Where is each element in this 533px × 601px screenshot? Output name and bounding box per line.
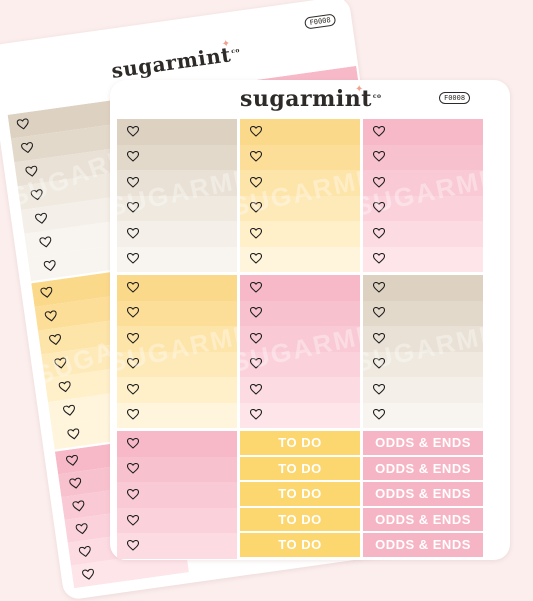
heart-outline-icon (53, 357, 67, 370)
heart-outline-icon (16, 118, 29, 131)
heart-outline-icon (127, 176, 139, 188)
heart-outline-icon (127, 125, 139, 137)
heart-outline-icon (373, 307, 385, 318)
heart-outline-icon (65, 454, 79, 467)
heart-outline-icon (250, 383, 262, 395)
heart-outline-icon (34, 212, 47, 225)
label-strip: ODDS & ENDS (363, 431, 483, 457)
heart-outline-icon (127, 437, 139, 449)
front-beige-block-1: SUGARMINT (116, 118, 238, 273)
heart-outline-icon (127, 383, 139, 395)
heart-outline-icon (39, 236, 52, 249)
heart-outline-icon (127, 358, 139, 369)
heart-outline-icon (72, 499, 85, 513)
front-sticker-sheet: sugarmintco ✦ F0008 SUGARMINT SUGARMINT … (110, 80, 510, 560)
heart-outline-icon (373, 227, 385, 239)
label-strip: ODDS & ENDS (363, 482, 483, 508)
heart-outline-icon (127, 409, 139, 420)
back-yellow-block: SUGARMINT (30, 265, 171, 451)
heart-outline-icon (127, 253, 139, 264)
heart-outline-icon (40, 286, 53, 299)
heart-outline-icon (127, 514, 139, 526)
label-strip: TO DO (240, 431, 360, 457)
front-pink-block-2: SUGARMINT (239, 274, 361, 429)
back-brand-suffix: co (230, 47, 241, 56)
label-strip: ODDS & ENDS (363, 507, 483, 534)
back-brand-name: sugarmint (109, 42, 233, 83)
front-yellow-block-1: SUGARMINT (239, 118, 361, 273)
heart-outline-icon (373, 151, 385, 162)
heart-outline-icon (250, 202, 262, 213)
front-yellow-block-2: SUGARMINT (116, 274, 238, 429)
front-brand-name: sugarmint (240, 86, 372, 112)
heart-outline-icon (373, 332, 385, 344)
heart-outline-icon (250, 151, 262, 162)
heart-outline-icon (373, 358, 385, 369)
front-odds-ends-block: ODDS & ENDS ODDS & ENDS ODDS & ENDS ODDS & … (362, 430, 484, 560)
label-strip: ODDS & ENDS (363, 456, 483, 483)
label-strip: TO DO (240, 533, 360, 559)
label-strip: TO DO (240, 456, 360, 483)
heart-outline-icon (127, 151, 139, 162)
label-strip: TO DO (240, 507, 360, 534)
heart-outline-icon (30, 189, 43, 202)
back-product-code: F0008 (303, 13, 337, 30)
heart-outline-icon (127, 332, 139, 344)
front-product-code: F0008 (439, 92, 471, 104)
heart-outline-icon (43, 260, 56, 273)
back-sticker-sheet: sugarmintco ✦ F0008 SUGARMINT SUGARMINT (0, 0, 427, 601)
heart-outline-icon (81, 568, 95, 581)
label-strip: ODDS & ENDS (363, 533, 483, 559)
heart-outline-icon (127, 227, 139, 239)
heart-outline-icon (49, 333, 62, 347)
heart-outline-icon (250, 281, 262, 293)
heart-outline-icon (127, 281, 139, 293)
heart-outline-icon (373, 202, 385, 213)
back-star-icon: ✦ (221, 38, 231, 51)
front-pink-block-3 (116, 430, 238, 560)
heart-outline-icon (250, 409, 262, 420)
heart-outline-icon (250, 253, 262, 264)
heart-outline-icon (67, 428, 80, 441)
heart-outline-icon (250, 176, 262, 188)
heart-outline-icon (373, 253, 385, 264)
heart-outline-icon (373, 281, 385, 293)
heart-outline-icon (69, 477, 82, 490)
heart-outline-icon (373, 409, 385, 420)
back-beige-block: SUGARMINT (6, 97, 147, 283)
heart-outline-icon (78, 545, 91, 558)
front-star-icon: ✦ (355, 84, 364, 95)
heart-outline-icon (127, 202, 139, 213)
front-brand-logo: sugarmintco (240, 86, 382, 112)
heart-outline-icon (75, 522, 88, 535)
heart-outline-icon (44, 310, 58, 323)
label-strip: TO DO (240, 482, 360, 508)
front-todo-block: TO DO TO DO TO DO TO DO TO DO (239, 430, 361, 560)
heart-outline-icon (25, 165, 38, 178)
heart-outline-icon (373, 125, 385, 137)
heart-outline-icon (373, 176, 385, 188)
heart-outline-icon (127, 540, 139, 551)
heart-outline-icon (127, 463, 139, 474)
heart-outline-icon (127, 307, 139, 318)
heart-outline-icon (127, 489, 139, 500)
front-beige-block-2: SUGARMINT (362, 274, 484, 429)
heart-outline-icon (21, 142, 34, 155)
heart-outline-icon (373, 383, 385, 395)
heart-outline-icon (58, 381, 71, 394)
heart-outline-icon (250, 307, 262, 318)
heart-outline-icon (250, 332, 262, 344)
heart-outline-icon (62, 404, 76, 417)
heart-outline-icon (250, 227, 262, 239)
front-brand-suffix: co (372, 92, 382, 100)
front-pink-block-1: SUGARMINT (362, 118, 484, 273)
heart-outline-icon (250, 125, 262, 137)
heart-outline-icon (250, 358, 262, 369)
